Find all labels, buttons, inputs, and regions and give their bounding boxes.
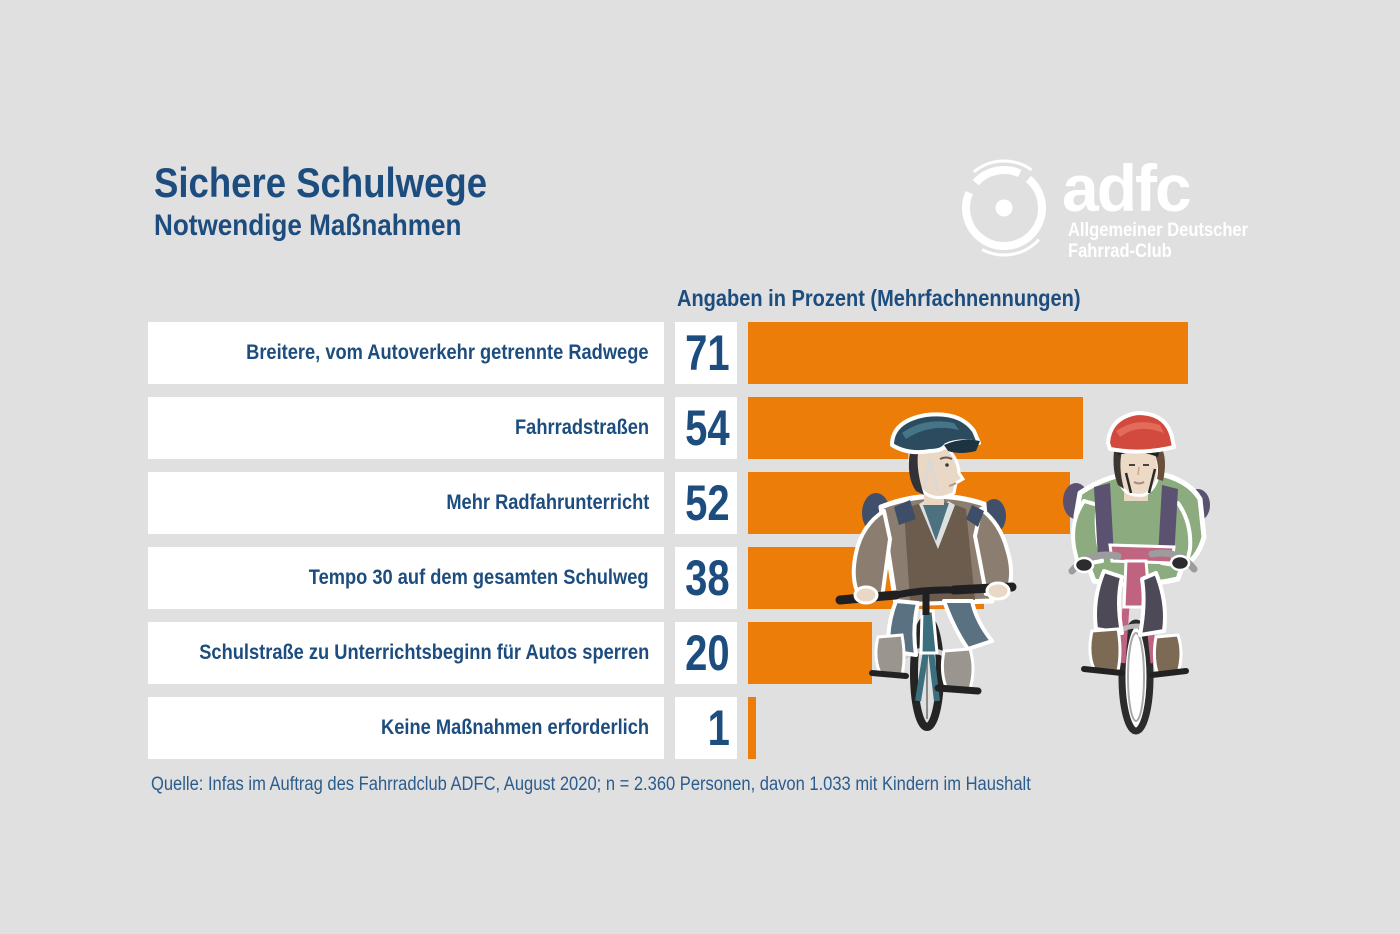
measure-label: Mehr Radfahrunterricht xyxy=(445,491,649,514)
measure-label-box: Fahrradstraßen xyxy=(148,397,664,459)
measure-value-box: 54 xyxy=(675,397,737,459)
measure-value: 54 xyxy=(685,400,731,456)
logo-subtitle-line2: Fahrrad-Club xyxy=(1068,241,1172,262)
measure-value: 71 xyxy=(685,325,731,381)
cyclist-right xyxy=(1063,411,1210,735)
measure-value: 20 xyxy=(685,625,731,681)
children-cycling-illustration xyxy=(826,401,1228,781)
measure-value: 52 xyxy=(685,475,731,531)
measure-bar xyxy=(748,322,1188,384)
chart-row: Mehr Radfahrunterricht 52 xyxy=(0,472,1400,534)
chart-title: Angaben in Prozent (Mehrfachnennungen) xyxy=(677,285,1081,311)
source-note: Quelle: Infas im Auftrag des Fahrradclub… xyxy=(151,774,1031,795)
chart-row: Breitere, vom Autoverkehr getrennte Radw… xyxy=(0,322,1400,384)
measure-label-box: Tempo 30 auf dem gesamten Schulweg xyxy=(148,547,664,609)
measure-label: Breitere, vom Autoverkehr getrennte Radw… xyxy=(246,341,649,364)
measure-value: 38 xyxy=(685,550,731,606)
measure-label-box: Mehr Radfahrunterricht xyxy=(148,472,664,534)
cyclist-left xyxy=(835,412,1017,731)
measure-value: 1 xyxy=(707,700,730,756)
measure-label: Tempo 30 auf dem gesamten Schulweg xyxy=(309,566,649,589)
measure-value-box: 1 xyxy=(675,697,737,759)
measure-label-box: Keine Maßnahmen erforderlich xyxy=(148,697,664,759)
measure-label: Fahrradstraßen xyxy=(514,416,649,439)
measure-label: Schulstraße zu Unterrichtsbeginn für Aut… xyxy=(198,641,649,664)
measure-label-box: Breitere, vom Autoverkehr getrennte Radw… xyxy=(148,322,664,384)
measure-value-box: 20 xyxy=(675,622,737,684)
chart-row: Keine Maßnahmen erforderlich 1 xyxy=(0,697,1400,759)
page-title-text: Sichere Schulwege xyxy=(154,159,488,206)
logo-brand: adfc xyxy=(1062,151,1192,225)
page-title: Sichere Schulwege xyxy=(154,162,537,204)
measure-bar xyxy=(748,622,872,684)
logo-subtitle-line1: Allgemeiner Deutscher xyxy=(1068,220,1249,241)
measure-label-box: Schulstraße zu Unterrichtsbeginn für Aut… xyxy=(148,622,664,684)
page-subtitle: Notwendige Maßnahmen xyxy=(154,211,507,241)
measure-bar xyxy=(748,697,756,759)
page-subtitle-text: Notwendige Maßnahmen xyxy=(154,209,462,242)
measure-value-box: 71 xyxy=(675,322,737,384)
measure-value-box: 52 xyxy=(675,472,737,534)
chart-row: Schulstraße zu Unterrichtsbeginn für Aut… xyxy=(0,622,1400,684)
bicycle-wheel-icon xyxy=(952,154,1056,267)
measure-value-box: 38 xyxy=(675,547,737,609)
measure-label: Keine Maßnahmen erforderlich xyxy=(380,716,649,739)
